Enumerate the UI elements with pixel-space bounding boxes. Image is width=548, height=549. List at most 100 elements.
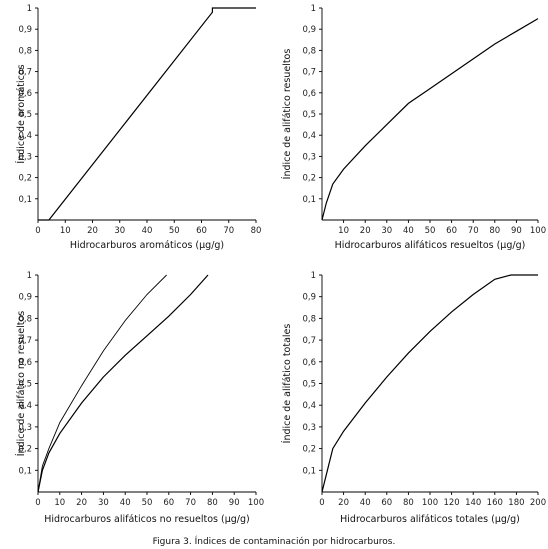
y-tick-label: 0,1 (18, 195, 32, 205)
y-tick-label: 0,4 (18, 401, 32, 411)
y-axis-title: Índice de alifático no resueltos (15, 311, 27, 457)
x-tick-label: 10 (338, 226, 349, 236)
series-line-1 (321, 274, 538, 493)
x-tick-label: 50 (142, 498, 153, 508)
y-tick-label: 0,2 (302, 445, 316, 455)
x-tick-label: 70 (185, 498, 196, 508)
y-tick-label: 0,5 (18, 110, 32, 120)
y-tick-label: 0,3 (18, 423, 32, 433)
x-tick-label: 40 (360, 498, 371, 508)
x-tick-label: 20 (87, 226, 98, 236)
x-tick-label: 20 (338, 498, 349, 508)
y-tick-label: 0,7 (18, 68, 32, 78)
y-tick-label: 0,1 (302, 195, 316, 205)
y-tick-label: 0,9 (302, 25, 316, 35)
x-tick-label: 20 (360, 226, 371, 236)
y-tick-label: 0,8 (302, 46, 316, 56)
y-tick-label: 0,4 (302, 401, 316, 411)
y-tick-label: 0,9 (302, 293, 316, 303)
y-tick-label: 0,8 (18, 46, 32, 56)
chart-panel-4: 0 20 40 60 80 100 120 140 160 180 200 0,1 0,2 0,3 0,4 0… (281, 271, 546, 525)
series-line-1 (38, 7, 256, 221)
y-tick-label: 0,6 (18, 89, 32, 99)
y-tick-label: 0,4 (302, 131, 316, 141)
y-tick-label: 0,5 (302, 110, 316, 120)
x-tick-label: 80 (403, 498, 414, 508)
x-tick-label: 80 (489, 226, 500, 236)
y-axis-title: Índice de aromáticos (15, 64, 27, 163)
x-tick-label: 40 (142, 226, 153, 236)
y-tick-label: 0,2 (18, 445, 32, 455)
x-tick-label: 60 (446, 226, 457, 236)
y-tick-label: 0,6 (302, 89, 316, 99)
series-line-1 (37, 274, 209, 493)
y-axis-title: Índice de alifático resueltos (281, 49, 293, 180)
y-tick-label: 0,3 (18, 152, 32, 162)
x-axis-title: Hidrocarburos alifáticos no resueltos (µ… (44, 514, 250, 525)
y-tick-label: 1 (311, 4, 316, 14)
x-tick-label: 40 (120, 498, 131, 508)
x-axis-title: Hidrocarburos alifáticos totales (µg/g) (340, 514, 520, 525)
x-tick-label: 50 (169, 226, 180, 236)
y-tick-label: 0,5 (18, 380, 32, 390)
y-tick-label: 0,7 (18, 336, 32, 346)
x-tick-label: 30 (114, 226, 125, 236)
figure-caption: Figura 3. Índices de contaminación por h… (153, 535, 396, 547)
y-tick-label: 1 (27, 4, 32, 14)
x-tick-label: 30 (381, 226, 392, 236)
y-tick-label: 0,2 (18, 174, 32, 184)
x-tick-label: 100 (248, 498, 264, 508)
y-tick-label: 0,4 (18, 131, 32, 141)
x-axis-title: Hidrocarburos alifáticos resueltos (µg/g… (335, 240, 526, 251)
y-tick-label: 0,8 (18, 314, 32, 324)
y-tick-label: 0,3 (302, 152, 316, 162)
chart-panel-2: 10 20 30 40 50 60 70 80 90 100 0,1 0,2 0,3 0,4 0,5 0,6 0… (281, 4, 546, 251)
x-tick-label: 140 (465, 498, 481, 508)
x-tick-label: 10 (54, 498, 65, 508)
x-tick-label: 60 (163, 498, 174, 508)
y-tick-label: 0,2 (302, 174, 316, 184)
x-tick-label: 70 (468, 226, 479, 236)
x-tick-label: 10 (60, 226, 71, 236)
x-tick-label: 90 (229, 498, 240, 508)
x-tick-label: 70 (223, 226, 234, 236)
x-tick-label: 80 (207, 498, 218, 508)
x-tick-label: 180 (508, 498, 524, 508)
x-tick-label: 60 (196, 226, 207, 236)
x-tick-label: 0 (35, 226, 40, 236)
x-tick-label: 120 (443, 498, 459, 508)
y-tick-label: 1 (27, 271, 32, 281)
x-tick-label: 40 (403, 226, 414, 236)
chart-panel-1: 0 10 20 30 40 50 60 70 80 0,1 0,2 0,3 0,4 0,5 0,6 0,7 0,… (15, 4, 261, 251)
y-axis-title: Índice de alifático totales (281, 324, 293, 444)
x-tick-label: 20 (76, 498, 87, 508)
y-tick-label: 0,9 (18, 25, 32, 35)
x-tick-label: 60 (381, 498, 392, 508)
y-tick-label: 0,8 (302, 314, 316, 324)
x-tick-label: 30 (98, 498, 109, 508)
x-tick-label: 100 (530, 226, 546, 236)
y-tick-label: 0,1 (18, 466, 32, 476)
x-tick-label: 50 (425, 226, 436, 236)
y-tick-label: 0,1 (302, 466, 316, 476)
y-tick-label: 1 (311, 271, 316, 281)
x-tick-label: 90 (511, 226, 522, 236)
x-tick-label: 200 (530, 498, 546, 508)
x-tick-label: 100 (422, 498, 438, 508)
y-tick-label: 0,3 (302, 423, 316, 433)
series-line-1 (321, 18, 539, 221)
y-tick-label: 0,7 (302, 68, 316, 78)
x-tick-label: 0 (35, 498, 40, 508)
y-tick-label: 0,9 (18, 293, 32, 303)
x-tick-label: 160 (487, 498, 503, 508)
y-tick-label: 0,7 (302, 336, 316, 346)
y-tick-label: 0,6 (18, 358, 32, 368)
series-line-2 (37, 274, 167, 493)
x-tick-label: 80 (251, 226, 262, 236)
y-tick-label: 0,6 (302, 358, 316, 368)
chart-panel-3: 0 10 20 30 40 50 60 70 80 90 100 0,1 0,2 0,3 0,4 0,5 0,6… (15, 271, 264, 525)
x-tick-label: 0 (319, 498, 324, 508)
x-axis-title: Hidrocarburos aromáticos (µg/g) (70, 240, 224, 251)
y-tick-label: 0,5 (302, 380, 316, 390)
